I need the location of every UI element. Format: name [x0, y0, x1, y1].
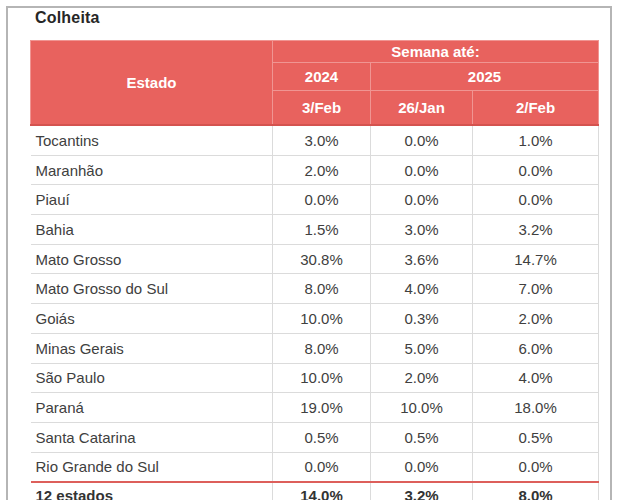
value-cell: 14.7%: [473, 244, 599, 274]
harvest-table-container: Estado Semana até: 2024 2025 3/Feb 26/Ja…: [30, 40, 599, 500]
value-cell: 10.0%: [371, 393, 473, 423]
total-value-cell: 14.0%: [273, 482, 371, 500]
state-cell: São Paulo: [31, 363, 273, 393]
state-cell: Maranhão: [31, 155, 273, 185]
table-row: São Paulo 10.0% 2.0% 4.0%: [31, 363, 599, 393]
value-cell: 30.8%: [273, 244, 371, 274]
state-cell: Mato Grosso do Sul: [31, 274, 273, 304]
value-cell: 10.0%: [273, 304, 371, 334]
value-cell: 10.0%: [273, 363, 371, 393]
value-cell: 0.0%: [371, 452, 473, 482]
value-cell: 4.0%: [371, 274, 473, 304]
value-cell: 19.0%: [273, 393, 371, 423]
value-cell: 0.5%: [371, 422, 473, 452]
value-cell: 8.0%: [273, 333, 371, 363]
state-cell: Paraná: [31, 393, 273, 423]
value-cell: 2.0%: [371, 363, 473, 393]
table-row: Maranhão 2.0% 0.0% 0.0%: [31, 155, 599, 185]
header-cell-estado: Estado: [31, 41, 273, 126]
value-cell: 0.0%: [371, 185, 473, 215]
table-row: Piauí 0.0% 0.0% 0.0%: [31, 185, 599, 215]
value-cell: 0.0%: [473, 452, 599, 482]
header-cell-date-26jan: 26/Jan: [371, 91, 473, 126]
value-cell: 0.0%: [473, 155, 599, 185]
table-row: Rio Grande do Sul 0.0% 0.0% 0.0%: [31, 452, 599, 482]
colheita-table: Estado Semana até: 2024 2025 3/Feb 26/Ja…: [30, 40, 599, 500]
value-cell: 0.0%: [273, 452, 371, 482]
value-cell: 1.5%: [273, 215, 371, 245]
total-label-cell: 12 estados: [31, 482, 273, 500]
value-cell: 0.5%: [273, 422, 371, 452]
table-body: Tocantins 3.0% 0.0% 1.0% Maranhão 2.0% 0…: [31, 125, 599, 482]
value-cell: 0.0%: [273, 185, 371, 215]
value-cell: 2.0%: [273, 155, 371, 185]
header-cell-year-2024: 2024: [273, 63, 371, 91]
header-cell-semana-ate: Semana até:: [273, 41, 599, 63]
value-cell: 3.2%: [473, 215, 599, 245]
state-cell: Mato Grosso: [31, 244, 273, 274]
state-cell: Goiás: [31, 304, 273, 334]
value-cell: 3.0%: [273, 125, 371, 155]
table-row: Minas Gerais 8.0% 5.0% 6.0%: [31, 333, 599, 363]
value-cell: 0.0%: [371, 125, 473, 155]
value-cell: 4.0%: [473, 363, 599, 393]
total-row: 12 estados 14.0% 3.2% 8.0%: [31, 482, 599, 500]
value-cell: 0.0%: [473, 185, 599, 215]
header-cell-year-2025: 2025: [371, 63, 599, 91]
header-cell-date-2feb: 2/Feb: [473, 91, 599, 126]
value-cell: 0.5%: [473, 422, 599, 452]
table-row: Mato Grosso 30.8% 3.6% 14.7%: [31, 244, 599, 274]
value-cell: 8.0%: [273, 274, 371, 304]
state-cell: Minas Gerais: [31, 333, 273, 363]
value-cell: 1.0%: [473, 125, 599, 155]
page-title: Colheita: [35, 9, 100, 27]
state-cell: Bahia: [31, 215, 273, 245]
total-value-cell: 8.0%: [473, 482, 599, 500]
value-cell: 7.0%: [473, 274, 599, 304]
table-row: Bahia 1.5% 3.0% 3.2%: [31, 215, 599, 245]
value-cell: 6.0%: [473, 333, 599, 363]
state-cell: Piauí: [31, 185, 273, 215]
value-cell: 5.0%: [371, 333, 473, 363]
total-value-cell: 3.2%: [371, 482, 473, 500]
header-cell-date-3feb: 3/Feb: [273, 91, 371, 126]
table-row: Goiás 10.0% 0.3% 2.0%: [31, 304, 599, 334]
table-row: Paraná 19.0% 10.0% 18.0%: [31, 393, 599, 423]
state-cell: Rio Grande do Sul: [31, 452, 273, 482]
table-header: Estado Semana até: 2024 2025 3/Feb 26/Ja…: [31, 41, 599, 126]
state-cell: Tocantins: [31, 125, 273, 155]
table-footer: 12 estados 14.0% 3.2% 8.0%: [31, 482, 599, 500]
state-cell: Santa Catarina: [31, 422, 273, 452]
value-cell: 3.6%: [371, 244, 473, 274]
table-row: Santa Catarina 0.5% 0.5% 0.5%: [31, 422, 599, 452]
value-cell: 0.3%: [371, 304, 473, 334]
value-cell: 2.0%: [473, 304, 599, 334]
value-cell: 18.0%: [473, 393, 599, 423]
value-cell: 3.0%: [371, 215, 473, 245]
value-cell: 0.0%: [371, 155, 473, 185]
table-row: Mato Grosso do Sul 8.0% 4.0% 7.0%: [31, 274, 599, 304]
table-row: Tocantins 3.0% 0.0% 1.0%: [31, 125, 599, 155]
